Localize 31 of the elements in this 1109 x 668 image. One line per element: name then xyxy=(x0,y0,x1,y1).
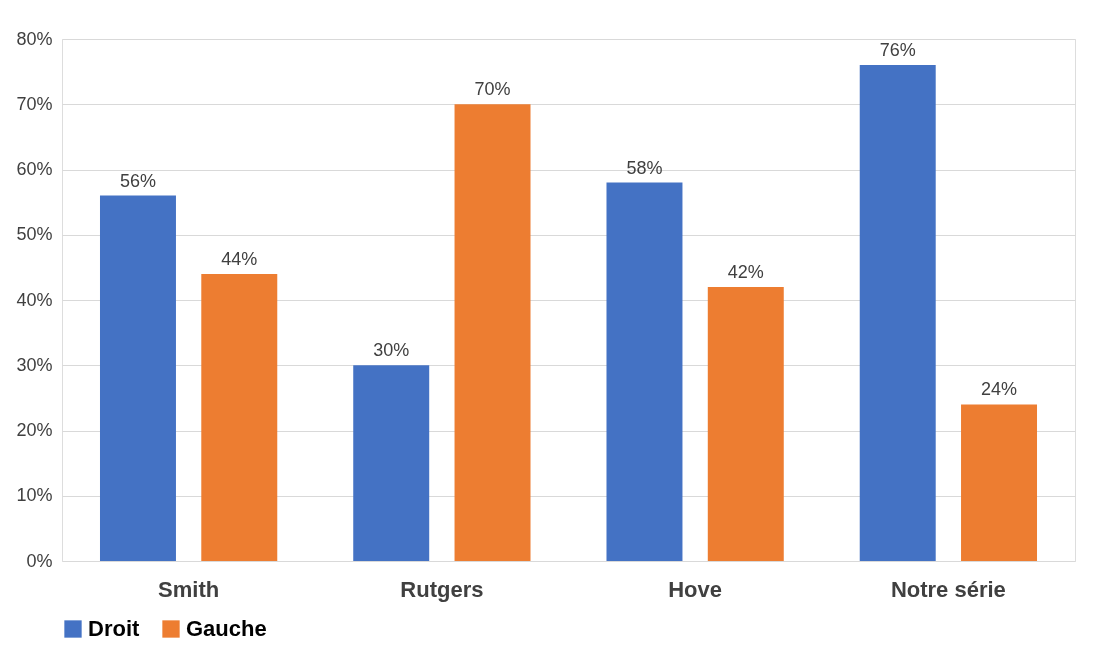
data-label: 70% xyxy=(474,79,511,100)
y-tick-label: 60% xyxy=(16,159,53,179)
bar xyxy=(707,286,784,561)
legend-label: Gauche xyxy=(186,616,267,641)
bar xyxy=(961,404,1038,561)
y-tick-label: 70% xyxy=(16,93,53,114)
y-tick-label: 20% xyxy=(16,420,53,440)
bar xyxy=(353,365,430,561)
x-tick-label: Hove xyxy=(668,576,723,602)
bar xyxy=(454,104,531,561)
data-label: 42% xyxy=(727,261,764,282)
data-label: 44% xyxy=(221,248,258,269)
y-tick-label: 0% xyxy=(26,550,53,571)
bar xyxy=(201,273,278,561)
x-tick-label: Notre série xyxy=(890,576,1006,602)
y-tick-label: 10% xyxy=(16,485,53,506)
data-label: 56% xyxy=(119,170,156,191)
x-tick-label: Smith xyxy=(158,576,220,602)
data-label: 30% xyxy=(373,340,410,361)
y-tick-label: 30% xyxy=(16,354,53,375)
x-tick-label: Rutgers xyxy=(400,576,484,602)
data-label: 76% xyxy=(879,40,916,61)
legend-label: Droit xyxy=(88,616,140,641)
bar xyxy=(606,182,683,561)
y-tick-label: 80% xyxy=(16,28,53,49)
bar xyxy=(859,65,936,561)
data-label: 24% xyxy=(981,379,1018,400)
data-label: 58% xyxy=(626,157,663,178)
bar xyxy=(99,195,176,561)
y-tick-label: 50% xyxy=(16,224,53,245)
y-tick-label: 40% xyxy=(16,289,53,310)
